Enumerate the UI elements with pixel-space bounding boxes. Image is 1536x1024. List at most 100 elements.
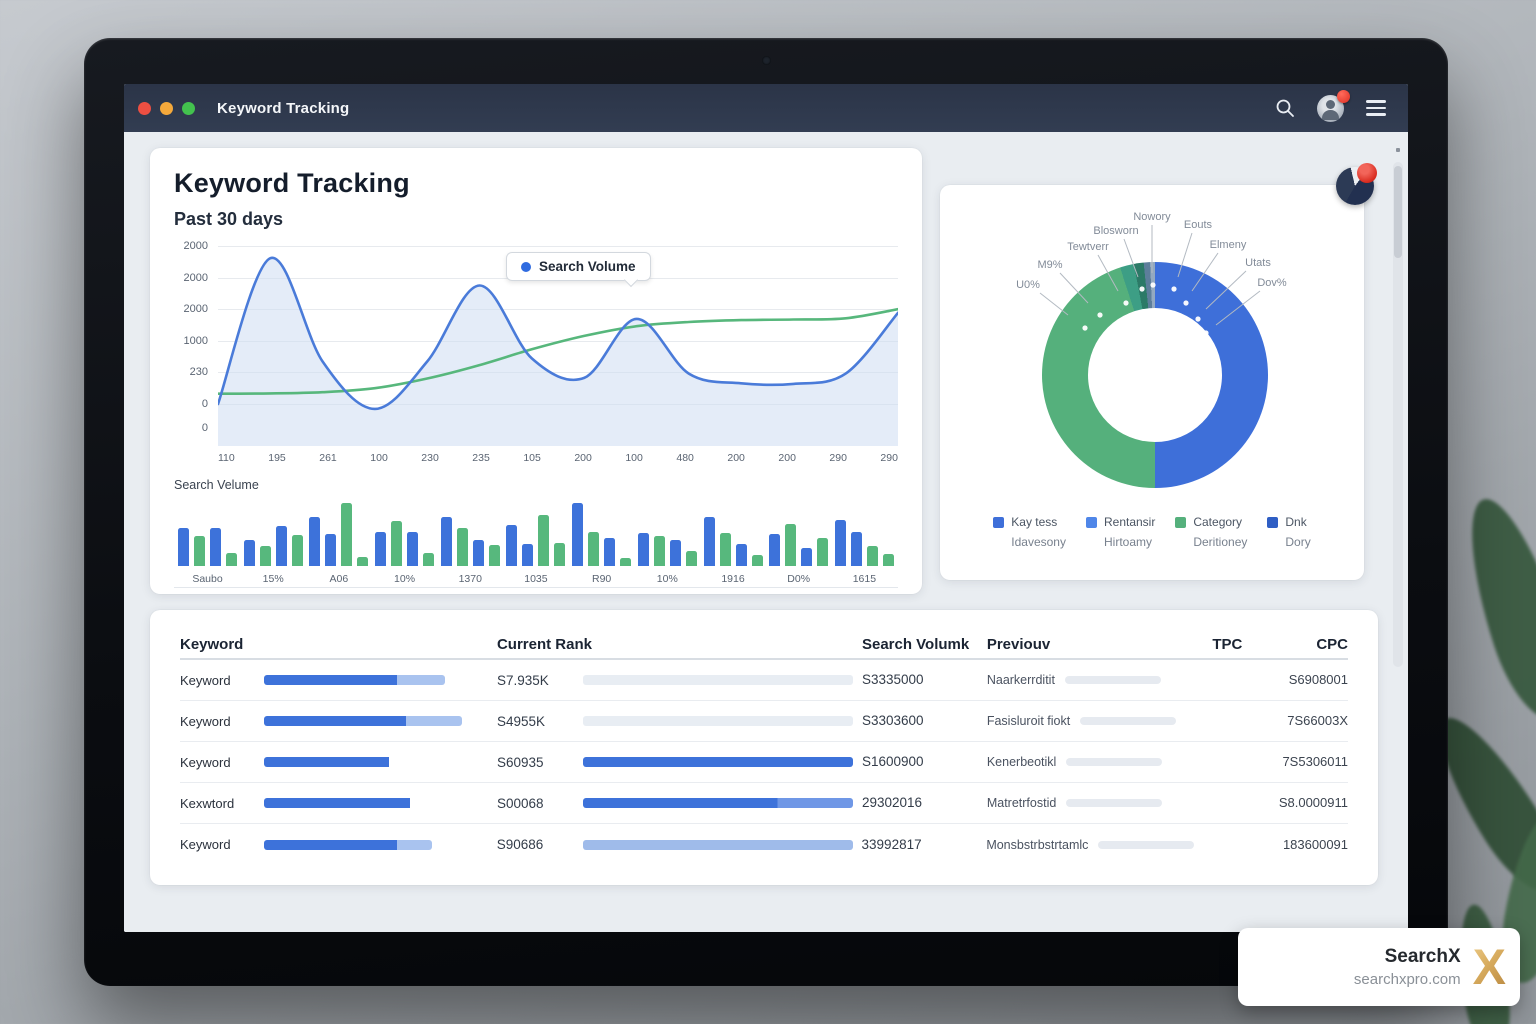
column-header-search-volume[interactable]: Search Volumk <box>861 635 970 653</box>
bar <box>637 533 649 566</box>
keyword-table-card: Keyword Current Rank Search Volumk Previ… <box>150 610 1378 885</box>
keyword-bar <box>264 675 479 685</box>
table-row[interactable]: Kexwtord S00068 29302016 Matretrfostid S… <box>180 783 1348 824</box>
volume-cell: S1600900 <box>861 754 924 769</box>
scrollbar-thumb[interactable] <box>1394 166 1402 258</box>
y-tick: 230 <box>189 366 208 379</box>
column-header-tpc[interactable]: TPC <box>1212 635 1243 653</box>
y-tick: 2000 <box>183 240 208 252</box>
user-avatar[interactable] <box>1317 89 1350 122</box>
rank-cell: S7.935K <box>496 672 549 688</box>
volume-cell: S3303600 <box>861 713 924 728</box>
scrollbar[interactable] <box>1393 162 1403 667</box>
bar-category-label: 1370 <box>458 573 482 585</box>
rank-bar <box>582 716 853 726</box>
notification-badge <box>1337 89 1350 103</box>
chart-legend[interactable]: Search Volume <box>506 252 651 281</box>
bar <box>375 531 387 566</box>
titlebar: Keyword Tracking <box>124 84 1408 132</box>
bar <box>357 556 369 566</box>
maximize-button[interactable] <box>182 101 195 115</box>
column-header-previous[interactable]: Previouv <box>986 635 1051 653</box>
line-chart-canvas <box>218 256 898 446</box>
bar-category-label: 10% <box>394 573 416 585</box>
bar-group: D0% <box>769 500 829 587</box>
close-button[interactable] <box>138 101 151 115</box>
search-icon[interactable] <box>1275 98 1295 118</box>
bar <box>538 514 550 566</box>
previous-cell: Fasisluroit fiokt <box>986 714 1071 728</box>
keyword-cell: Keyword <box>180 713 231 729</box>
watermark-brand: SearchX <box>1384 946 1461 967</box>
bar <box>653 535 665 566</box>
bar <box>309 516 321 566</box>
table-row[interactable]: Keyword S90686 33992817 Monsbstrbstrtaml… <box>180 824 1348 865</box>
bar <box>472 539 484 566</box>
legend-item[interactable]: Rentansir Hirtoamy <box>1085 515 1156 549</box>
legend-item[interactable]: Category Deritioney <box>1175 515 1247 549</box>
scroll-up-arrow[interactable] <box>1396 148 1400 152</box>
bar <box>423 552 435 566</box>
donut-callout: Dov% <box>1257 277 1287 289</box>
keyword-cell: Kexwtord <box>180 795 235 811</box>
bar <box>243 539 255 566</box>
keyword-bar <box>264 798 479 808</box>
legend-swatch <box>1085 516 1097 528</box>
rank-bar <box>582 757 853 767</box>
rank-cell: S4955K <box>496 713 546 729</box>
previous-cell: Naarkerrditit <box>986 673 1055 687</box>
column-header-cpc[interactable]: CPC <box>1316 635 1348 653</box>
legend-label: Rentansir <box>1103 515 1156 529</box>
bar <box>341 503 353 566</box>
legend-label: Kay tess <box>1011 515 1058 529</box>
bar <box>719 533 731 566</box>
bar-category-label: 15% <box>262 573 284 585</box>
x-tick: 105 <box>523 452 541 464</box>
keyword-cell: Keyword <box>180 754 231 770</box>
bar <box>194 536 205 566</box>
donut-chart: U0% M9% Tewtverr Blosworn Nowory Eouts E… <box>940 185 1364 580</box>
table-row[interactable]: Keyword S7.935K S3335000 Naarkerrditit S… <box>180 660 1348 701</box>
x-tick: 100 <box>370 452 388 464</box>
bar <box>703 517 715 566</box>
rank-bar <box>582 839 853 850</box>
minimize-button[interactable] <box>160 101 173 115</box>
legend-sublabel: Deritioney <box>1193 535 1248 549</box>
bar-category-label: D0% <box>787 573 811 585</box>
legend-dot <box>521 261 531 272</box>
donut-callout: Nowory <box>1133 211 1171 223</box>
column-header-keyword[interactable]: Keyword <box>180 635 244 653</box>
rank-bar <box>582 798 853 808</box>
bar <box>291 534 303 566</box>
bar <box>440 517 452 566</box>
searchx-watermark[interactable]: SearchX searchxpro.com X <box>1238 928 1520 1006</box>
app-logo-badge[interactable] <box>1336 163 1377 205</box>
keyword-cell: Keyword <box>180 837 231 852</box>
cpc-cell: 7S66003X <box>1287 713 1348 728</box>
menu-icon[interactable] <box>1366 100 1386 116</box>
donut-callout: Blosworn <box>1093 225 1139 237</box>
table-row[interactable]: Keyword S4955K S3303600 Fasisluroit fiok… <box>180 701 1348 742</box>
table-row[interactable]: Keyword S60935 S1600900 Kenerbeotikl 7S5… <box>180 742 1348 783</box>
bar <box>226 552 237 566</box>
gridline <box>218 372 898 374</box>
x-tick: 480 <box>676 452 694 464</box>
legend-item[interactable]: Kay tess Idavesony <box>993 515 1066 549</box>
donut-callout: M9% <box>1037 259 1063 271</box>
previous-cell: Monsbstrbstrtamlc <box>986 837 1089 852</box>
donut-callout: Utats <box>1245 257 1271 269</box>
bar <box>325 534 337 566</box>
callout-leader-lines <box>1039 225 1261 336</box>
legend-item[interactable]: Dnk Dory <box>1267 515 1311 549</box>
bar-group: 1035 <box>506 500 566 587</box>
previous-bar <box>1098 840 1195 849</box>
legend-label: Dnk <box>1285 515 1307 529</box>
x-tick: 200 <box>727 452 745 464</box>
app-window: Keyword Tracking <box>124 84 1408 932</box>
keyword-bar <box>264 716 479 726</box>
column-header-current-rank[interactable]: Current Rank <box>496 635 592 653</box>
bar <box>685 551 697 566</box>
bar <box>210 527 221 566</box>
bar <box>866 546 878 566</box>
category-donut-card: U0% M9% Tewtverr Blosworn Nowory Eouts E… <box>940 163 1377 580</box>
